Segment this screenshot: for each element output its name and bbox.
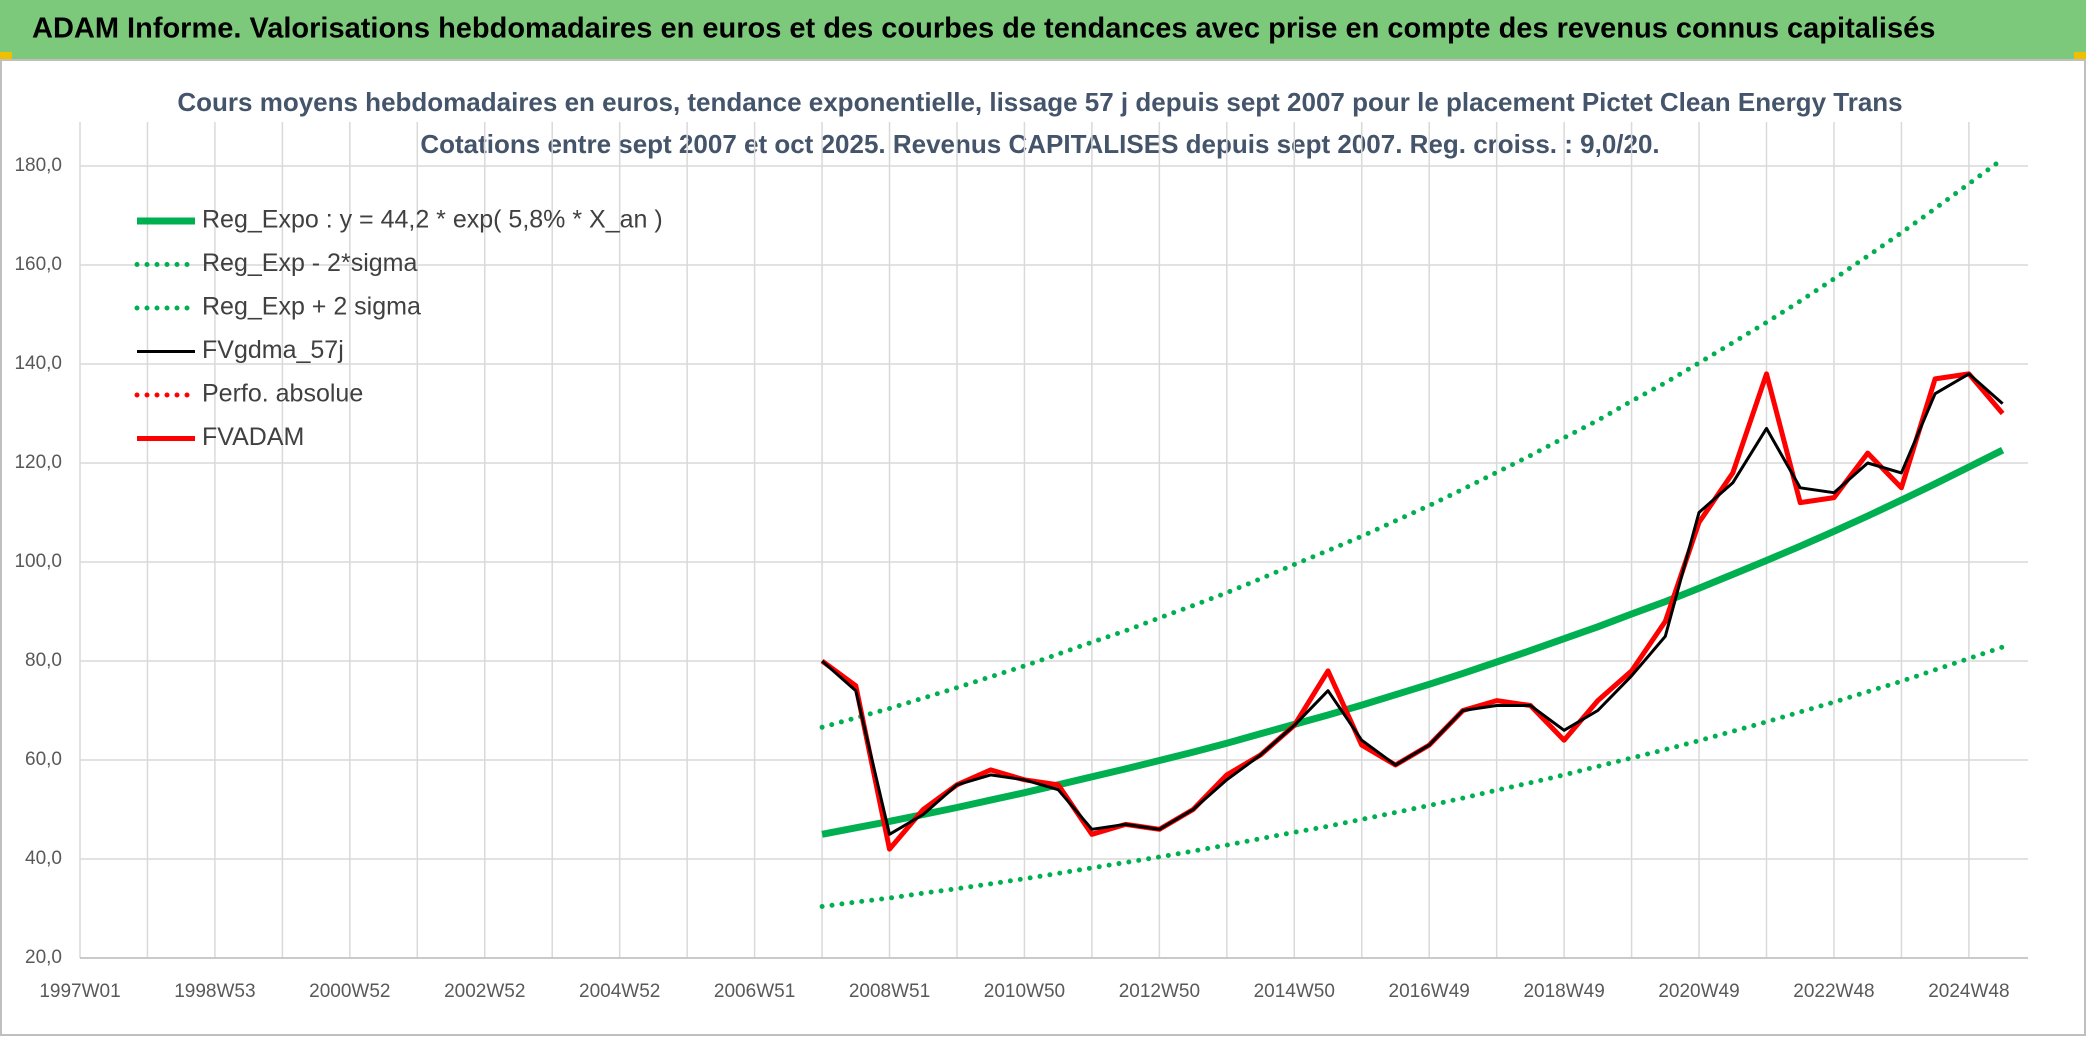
x-tick-label: 2010W50 bbox=[984, 981, 1065, 1002]
legend-label: Reg_Exp - 2*sigma bbox=[202, 249, 417, 277]
x-tick-label: 2014W50 bbox=[1254, 981, 1335, 1002]
subtitle: Cotations entre sept 2007 et oct 2025. R… bbox=[420, 129, 1659, 159]
series-line bbox=[821, 446, 2005, 838]
corner bbox=[2074, 52, 2086, 60]
title-bar bbox=[0, 0, 2086, 60]
x-tick-label: 2006W51 bbox=[714, 981, 795, 1002]
legend-label: FVgdma_57j bbox=[202, 336, 344, 364]
x-tick-label: 2008W51 bbox=[849, 981, 930, 1002]
legend-label: FVADAM bbox=[202, 423, 304, 451]
x-tick-label: 1997W01 bbox=[39, 981, 120, 1002]
y-tick-label: 20,0 bbox=[25, 947, 62, 968]
y-tick-label: 100,0 bbox=[14, 551, 62, 572]
x-tick-label: 2018W49 bbox=[1523, 981, 1604, 1002]
x-tick-label: 2004W52 bbox=[579, 981, 660, 1002]
y-tick-label: 120,0 bbox=[14, 452, 62, 473]
x-tick-label: 2002W52 bbox=[444, 981, 525, 1002]
y-tick-label: 160,0 bbox=[14, 254, 62, 275]
subtitle: Cours moyens hebdomadaires en euros, ten… bbox=[177, 87, 1902, 117]
corner bbox=[0, 52, 12, 60]
y-tick-label: 60,0 bbox=[25, 749, 62, 770]
legend-label: Perfo. absolue bbox=[202, 380, 363, 408]
chart-area bbox=[0, 59, 2086, 1036]
x-tick-label: 2016W49 bbox=[1389, 981, 1470, 1002]
x-tick-label: 2024W48 bbox=[1928, 981, 2009, 1002]
x-tick-label: 2000W52 bbox=[309, 981, 390, 1002]
chart-title: ADAM Informe. Valorisations hebdomadaire… bbox=[32, 13, 1935, 45]
y-tick-label: 80,0 bbox=[25, 650, 62, 671]
legend-label: Reg_Expo : y = 44,2 * exp( 5,8% * X_an ) bbox=[202, 206, 663, 234]
y-tick-label: 140,0 bbox=[14, 353, 62, 374]
legend-label: Reg_Exp + 2 sigma bbox=[202, 293, 421, 321]
x-tick-label: 2012W50 bbox=[1119, 981, 1200, 1002]
series-line bbox=[819, 156, 2006, 730]
y-tick-label: 40,0 bbox=[25, 848, 62, 869]
series-line bbox=[819, 644, 2006, 909]
x-tick-label: 2020W49 bbox=[1658, 981, 1739, 1002]
y-tick-label: 180,0 bbox=[14, 155, 62, 176]
x-tick-label: 2022W48 bbox=[1793, 981, 1874, 1002]
x-tick-label: 1998W53 bbox=[174, 981, 255, 1002]
series-line bbox=[821, 372, 2004, 836]
